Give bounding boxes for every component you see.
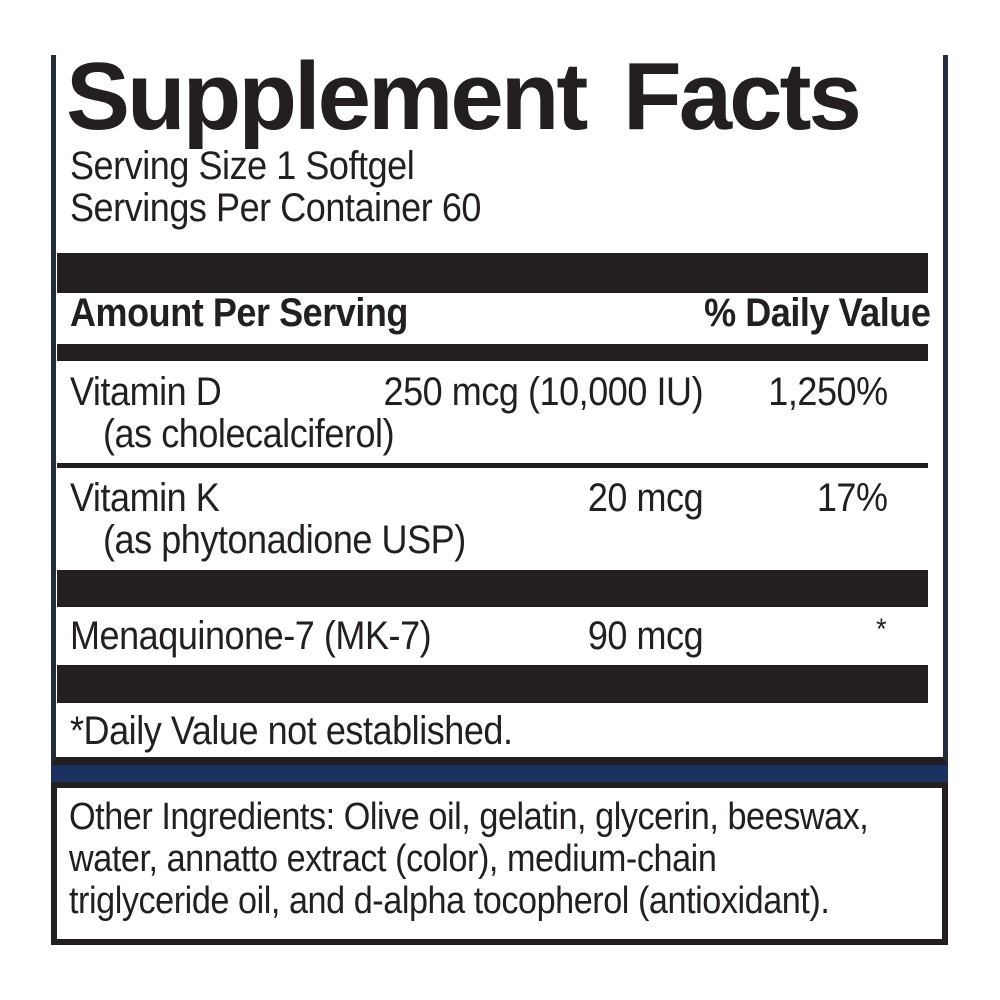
thick-separator-bar: [57, 570, 928, 607]
nutrient-daily-value: 17%: [817, 476, 888, 520]
thick-separator-bar: [57, 253, 928, 293]
nutrient-amount: 250 mcg (10,000 IU): [383, 370, 703, 414]
nutrient-amount: 20 mcg: [587, 476, 704, 520]
nutrient-detail: (as cholecalciferol): [103, 412, 395, 456]
other-ingredients-box: Other Ingredients: Olive oil, gelatin, g…: [51, 782, 948, 945]
nutrient-detail: (as phytonadione USP): [103, 518, 466, 562]
nutrient-row-vitamin-d: Vitamin D 250 mcg (10,000 IU) 1,250% (as c…: [70, 371, 930, 455]
serving-size-text: Serving Size 1 Softgel: [70, 144, 415, 188]
daily-value-footnote-text: *Daily Value not established.: [70, 709, 513, 753]
nutrient-name-line: Vitamin D 250 mcg (10,000 IU) 1,250%: [70, 371, 930, 413]
thick-separator-bar: [57, 344, 928, 361]
column-header-row: Amount Per Serving % Daily Value: [70, 291, 931, 335]
thin-separator-rule: [57, 463, 928, 468]
nutrient-row-menaquinone: Menaquinone-7 (MK-7) 90 mcg *: [70, 613, 930, 658]
supplement-facts-panel: Supplement Facts Serving Size 1 Softgel …: [51, 55, 948, 945]
nutrient-detail-line: (as phytonadione USP): [70, 519, 930, 561]
panel-title: Supplement Facts: [66, 55, 862, 150]
nutrient-amount: 90 mcg: [587, 614, 704, 658]
ingredients-line: Other Ingredients: Olive oil, gelatin, g…: [69, 796, 930, 838]
thick-separator-bar: [57, 665, 928, 703]
nutrient-daily-value-asterisk: *: [875, 613, 887, 646]
supplement-facts-main-box: Supplement Facts Serving Size 1 Softgel …: [51, 55, 948, 765]
ingredients-line: water, annatto extract (color), medium-c…: [69, 838, 930, 880]
nutrient-detail-line: (as cholecalciferol): [70, 413, 930, 455]
ingredients-line: triglyceride oil, and d-alpha tocopherol…: [69, 880, 930, 922]
nutrient-row-vitamin-k: Vitamin K 20 mcg 17% (as phytonadione USP): [70, 477, 930, 561]
nutrient-daily-value: 1,250%: [768, 370, 889, 414]
servings-per-container-line: Servings Per Container 60: [70, 187, 930, 229]
ingredients-line-text: water, annatto extract (color), medium-c…: [69, 838, 717, 880]
ingredients-line-text: Other Ingredients: Olive oil, gelatin, g…: [69, 796, 869, 838]
nutrient-name-line: Menaquinone-7 (MK-7) 90 mcg *: [70, 613, 930, 658]
amount-per-serving-header: Amount Per Serving: [70, 291, 408, 335]
nutrient-name-line: Vitamin K 20 mcg 17%: [70, 477, 930, 519]
navy-divider-bar: [51, 765, 948, 782]
daily-value-header: % Daily Value: [703, 291, 931, 335]
daily-value-footnote: *Daily Value not established.: [70, 709, 930, 753]
serving-size-line: Serving Size 1 Softgel: [70, 145, 930, 187]
nutrient-name: Vitamin D: [70, 370, 222, 414]
ingredients-line-text: triglyceride oil, and d-alpha tocopherol…: [69, 880, 830, 922]
nutrient-name: Menaquinone-7 (MK-7): [70, 614, 432, 658]
nutrient-name: Vitamin K: [70, 476, 220, 520]
servings-per-container-text: Servings Per Container 60: [70, 186, 481, 230]
